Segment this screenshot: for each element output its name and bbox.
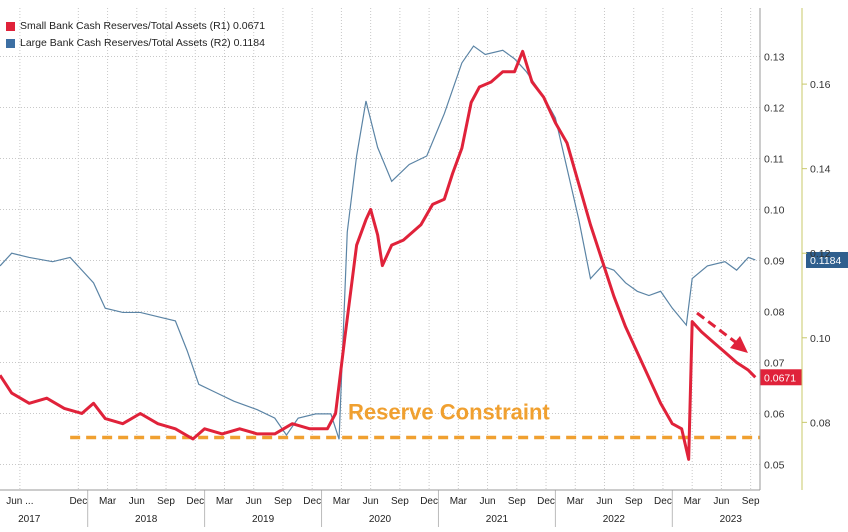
last-value-label-small: 0.0671	[764, 372, 796, 384]
x-year-label: 2019	[252, 514, 275, 525]
x-month-label: Jun	[713, 496, 729, 507]
legend-swatch-small	[6, 22, 15, 31]
gridlines	[0, 8, 760, 490]
last-value-tag-large	[806, 251, 848, 268]
x-month-label: Dec	[186, 496, 204, 507]
x-month-label: Sep	[391, 496, 409, 507]
x-month-label: Mar	[99, 496, 117, 507]
x-year-label: 2023	[720, 514, 743, 525]
x-month-label: Sep	[274, 496, 292, 507]
r2-tick-label: 0.14	[810, 164, 831, 176]
x-year-label: 2021	[486, 514, 509, 525]
x-month-label: Sep	[625, 496, 643, 507]
r1-tick-label: 0.10	[764, 204, 785, 216]
last-value-label-large: 0.1184	[810, 255, 841, 267]
x-month-label: Jun	[480, 496, 496, 507]
legend-label-small: Small Bank Cash Reserves/Total Assets (R…	[20, 20, 266, 32]
down-trend-arrow-shaft	[696, 311, 739, 346]
legend-item-large[interactable]: Large Bank Cash Reserves/Total Assets (R…	[6, 35, 265, 52]
x-month-label: Mar	[567, 496, 585, 507]
x-month-label: Jun	[596, 496, 612, 507]
r1-axis: 0.05 0.06 0.07 0.08 0.09 0.10 0.11 0.12 0.13	[759, 8, 785, 490]
x-month-label: Sep	[508, 496, 526, 507]
x-month-label: Jun	[246, 496, 262, 507]
x-month-label: Sep	[742, 496, 760, 507]
r1-tick-label: 0.07	[764, 357, 785, 369]
x-month-label: Mar	[216, 496, 234, 507]
r2-tick-label: 0.08	[810, 417, 831, 429]
x-axis: Jun ... Dec Mar Jun Sep Dec Mar Jun Sep Dec Mar Jun…	[0, 489, 760, 528]
x-month-label: Dec	[654, 496, 672, 507]
down-trend-arrow-head	[730, 336, 748, 353]
x-month-label: Jun	[363, 496, 379, 507]
r1-tick-label: 0.13	[764, 51, 785, 63]
r1-tick-label: 0.11	[764, 153, 784, 165]
legend-label-large: Large Bank Cash Reserves/Total Assets (R…	[20, 37, 265, 49]
x-month-label: Dec	[303, 496, 321, 507]
x-month-label: Dec	[69, 496, 87, 507]
r2-tick-label: 0.10	[810, 333, 831, 345]
legend-item-small[interactable]: Small Bank Cash Reserves/Total Assets (R…	[6, 18, 265, 35]
r2-axis: 0.08 0.10 0.12 0.14 0.16	[801, 8, 831, 490]
r1-tick-label: 0.05	[764, 459, 785, 471]
series-line-large	[0, 45, 756, 440]
x-year-label: 2020	[369, 514, 392, 525]
legend-swatch-large	[6, 39, 15, 48]
r1-tick-label: 0.08	[764, 306, 785, 318]
series-group	[0, 45, 757, 461]
x-month-label: Mar	[333, 496, 351, 507]
x-month-label: Dec	[420, 496, 438, 507]
annotation-group: Reserve Constraint 0.0671 0.1184	[348, 251, 848, 424]
last-value-tag-small	[760, 369, 802, 386]
r1-tick-label: 0.06	[764, 408, 785, 420]
x-month-label: Sep	[157, 496, 175, 507]
x-month-label: Dec	[537, 496, 555, 507]
x-year-label: 2018	[135, 514, 158, 525]
legend: Small Bank Cash Reserves/Total Assets (R…	[6, 18, 265, 52]
x-month-label: Jun	[129, 496, 145, 507]
r2-tick-label: 0.12	[810, 248, 831, 260]
r1-tick-label: 0.12	[764, 102, 785, 114]
reserve-constraint-label: Reserve Constraint	[348, 399, 550, 424]
x-year-label: 2017	[18, 514, 41, 525]
x-month-label: Mar	[684, 496, 702, 507]
series-line-small	[0, 49, 757, 461]
r1-tick-label: 0.09	[764, 255, 785, 267]
r2-tick-label: 0.16	[810, 79, 831, 91]
x-month-label: Jun ...	[6, 496, 33, 507]
x-year-label: 2022	[603, 514, 626, 525]
x-month-label: Mar	[450, 496, 468, 507]
